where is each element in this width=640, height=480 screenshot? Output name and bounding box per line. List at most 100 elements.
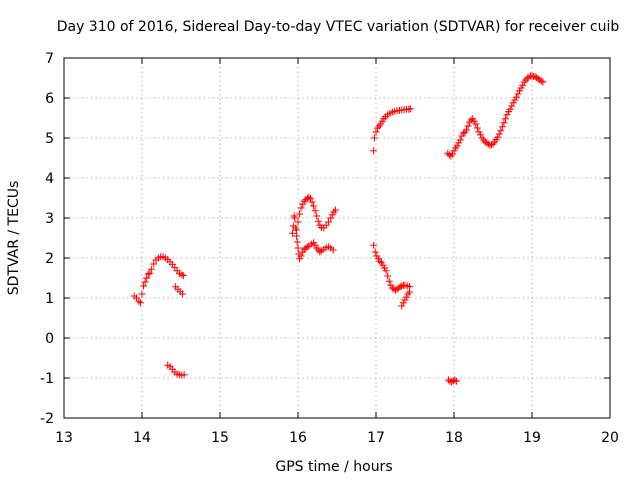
series-arc-2a [289, 212, 337, 263]
data-point [296, 210, 304, 218]
x-tick-label: 16 [289, 430, 307, 446]
data-point [500, 119, 508, 127]
data-point [143, 274, 151, 282]
y-tick-label: 0 [45, 331, 54, 347]
data-point [448, 150, 456, 158]
series-arc-3b [370, 241, 414, 310]
data-point [467, 116, 475, 124]
data-point [305, 193, 313, 201]
data-point [297, 252, 305, 260]
data-point [324, 218, 332, 226]
data-point [503, 111, 511, 119]
series-arc-1b [164, 283, 188, 379]
data-point [519, 81, 527, 89]
data-point [293, 238, 301, 246]
data-point [514, 90, 522, 98]
y-tick-label: 3 [45, 211, 54, 227]
data-point [501, 115, 509, 123]
x-tick-label: 15 [211, 430, 229, 446]
data-point [508, 102, 516, 110]
data-point [497, 127, 505, 135]
data-point [372, 128, 380, 136]
data-point [141, 278, 149, 286]
data-point [289, 229, 297, 237]
series-arc-2b [292, 193, 339, 234]
axis-ticks [63, 57, 611, 419]
data-point [376, 257, 384, 265]
data-point [445, 151, 453, 159]
data-point [498, 123, 506, 131]
data-point [147, 265, 155, 273]
data-point [303, 243, 311, 251]
x-tick-label: 17 [367, 430, 385, 446]
chart-title: Day 310 of 2016, Sidereal Day-to-day VTE… [57, 19, 620, 35]
data-point [452, 377, 460, 385]
y-axis-tick-labels: -2 -1 0 1 2 3 4 5 6 7 [40, 51, 54, 427]
x-tick-label: 19 [523, 430, 541, 446]
data-point [144, 270, 152, 278]
data-point [382, 267, 390, 275]
data-point [495, 130, 503, 138]
data-point [314, 217, 322, 225]
data-point [179, 272, 187, 280]
x-tick-label: 14 [133, 430, 151, 446]
data-point [451, 376, 459, 384]
data-point [398, 302, 406, 310]
data-point [306, 195, 314, 203]
data-point [494, 133, 502, 141]
data-point [371, 248, 379, 256]
data-point [140, 282, 148, 290]
series-arc-4a [444, 72, 547, 160]
data-point [370, 241, 378, 249]
data-point [456, 136, 464, 144]
data-point [297, 204, 305, 212]
y-tick-label: 5 [45, 131, 54, 147]
data-point [308, 198, 316, 206]
y-tick-label: 1 [45, 291, 54, 307]
data-point [539, 78, 547, 86]
x-axis-tick-labels: 13 14 15 16 17 18 19 20 [55, 430, 619, 446]
data-point [464, 122, 472, 130]
data-point [370, 134, 378, 142]
data-point [462, 126, 470, 134]
data-point [512, 93, 520, 101]
data-point [291, 214, 299, 222]
data-point [292, 232, 300, 240]
x-axis-label: GPS time / hours [275, 459, 392, 475]
data-point [180, 371, 188, 379]
data-point [384, 272, 392, 280]
data-point [331, 206, 339, 214]
data-point [525, 73, 533, 81]
grid-lines [64, 58, 610, 418]
data-point [472, 120, 480, 128]
data-point [300, 197, 308, 205]
y-tick-label: 7 [45, 51, 54, 67]
data-points [130, 72, 547, 386]
data-point [329, 246, 337, 254]
data-point [370, 147, 378, 155]
y-tick-label: 6 [45, 91, 54, 107]
data-point [313, 212, 321, 220]
data-point [473, 124, 481, 132]
x-tick-label: 20 [601, 430, 619, 446]
data-point [294, 218, 302, 226]
data-point [146, 269, 154, 277]
data-point [537, 77, 545, 85]
data-point [385, 277, 393, 285]
data-point [179, 290, 187, 298]
x-tick-label: 13 [55, 430, 73, 446]
data-point [311, 207, 319, 215]
series-arc-3a [370, 105, 414, 155]
y-tick-label: -1 [40, 371, 54, 387]
data-point [178, 271, 186, 279]
data-point [138, 290, 146, 298]
y-tick-label: 4 [45, 171, 54, 187]
data-point [406, 105, 414, 113]
data-point [310, 202, 318, 210]
y-axis-label: SDTVAR / TECUs [6, 181, 22, 296]
plot-frame [63, 57, 611, 419]
data-point [477, 131, 485, 139]
data-point [316, 248, 324, 256]
x-tick-label: 18 [445, 430, 463, 446]
